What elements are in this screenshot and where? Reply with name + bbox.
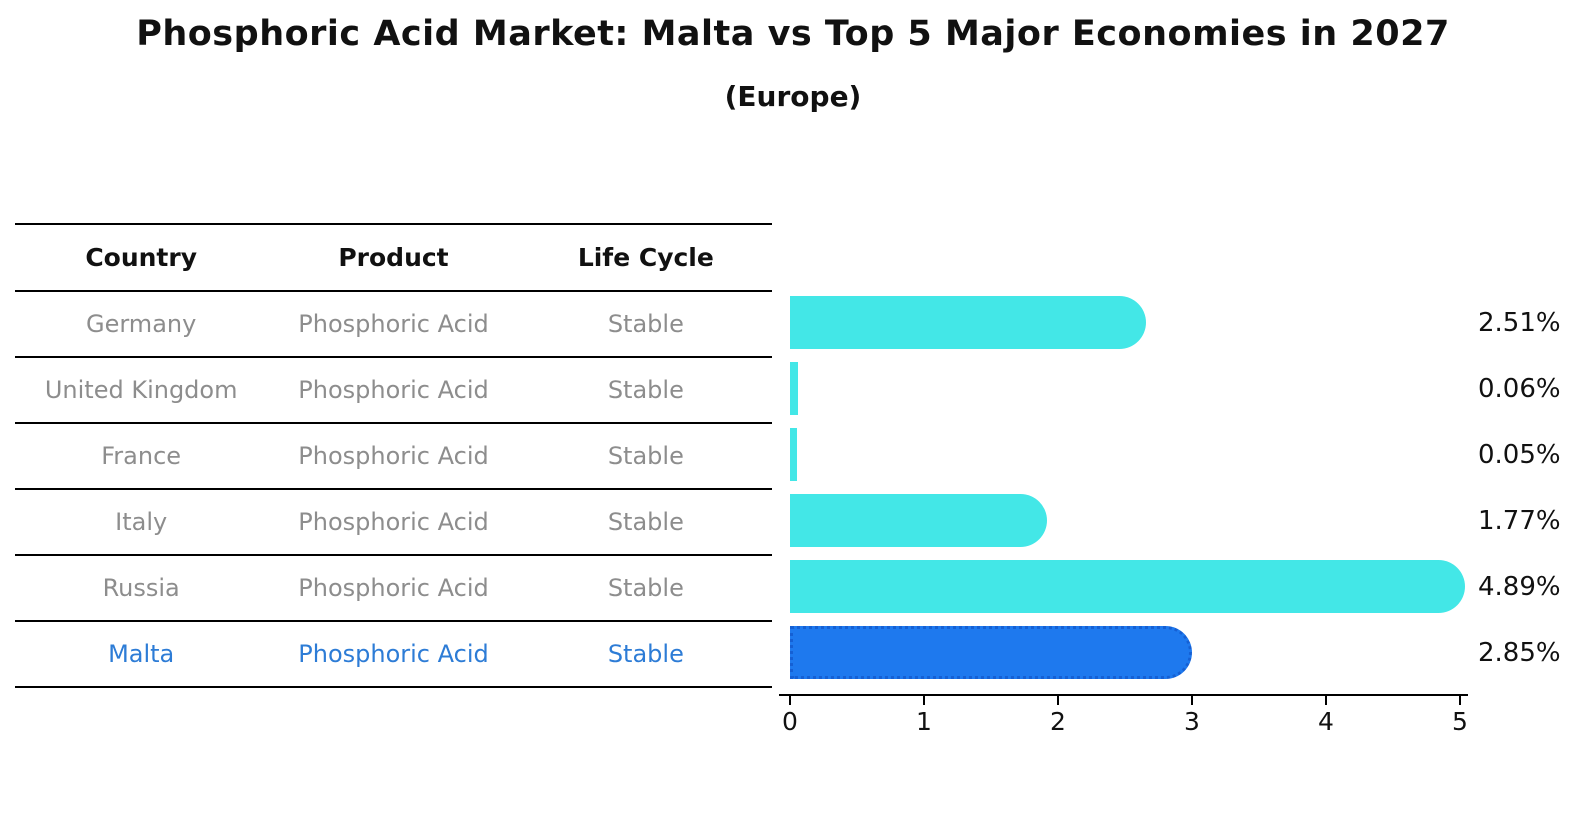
bar-france	[790, 428, 797, 481]
table-row-malta: Malta Phosphoric Acid Stable	[15, 621, 772, 688]
cell-lifecycle: Stable	[519, 291, 772, 358]
cell-country: United Kingdom	[15, 357, 268, 424]
cell-lifecycle: Stable	[519, 555, 772, 622]
bar-united-kingdom	[790, 362, 798, 415]
value-label-germany: 2.51%	[1478, 308, 1561, 338]
value-label-russia: 4.89%	[1478, 572, 1561, 602]
chart-title: Phosphoric Acid Market: Malta vs Top 5 M…	[136, 14, 1450, 54]
cell-lifecycle: Stable	[519, 357, 772, 424]
x-axis-line	[779, 694, 1468, 696]
value-label-united-kingdom: 0.06%	[1478, 374, 1561, 404]
country-table-body: Germany Phosphoric Acid Stable United Kingd…	[15, 291, 772, 688]
table-row-united-kingdom: United Kingdom Phosphoric Acid Stable	[15, 357, 772, 424]
x-tick-0	[789, 696, 791, 705]
x-tick-label-0: 0	[782, 707, 798, 736]
x-tick-3	[1191, 696, 1193, 705]
cell-lifecycle: Stable	[519, 489, 772, 556]
x-tick-label-3: 3	[1184, 707, 1200, 736]
x-tick-2	[1057, 696, 1059, 705]
country-table-header: Country Product Life Cycle	[15, 224, 772, 292]
column-header-lifecycle: Life Cycle	[519, 224, 772, 292]
cell-country: France	[15, 423, 268, 490]
value-label-france: 0.05%	[1478, 440, 1561, 470]
chart-subtitle: (Europe)	[724, 80, 862, 113]
bar-russia	[790, 560, 1465, 613]
x-tick-label-1: 1	[916, 707, 932, 736]
cell-product: Phosphoric Acid	[267, 291, 520, 358]
cell-product: Phosphoric Acid	[267, 621, 520, 688]
cell-product: Phosphoric Acid	[267, 423, 520, 490]
cell-country: Germany	[15, 291, 268, 358]
bar-malta	[790, 626, 1192, 679]
country-table: Country Product Life Cycle Germany Phosph…	[15, 223, 772, 688]
table-header-row: Country Product Life Cycle	[15, 224, 772, 292]
x-tick-1	[923, 696, 925, 705]
x-tick-5	[1459, 696, 1461, 705]
x-tick-label-4: 4	[1318, 707, 1334, 736]
table-row-germany: Germany Phosphoric Acid Stable	[15, 291, 772, 358]
cell-country: Malta	[15, 621, 268, 688]
bar-italy	[790, 494, 1047, 547]
column-header-country: Country	[15, 224, 268, 292]
x-tick-4	[1325, 696, 1327, 705]
cell-product: Phosphoric Acid	[267, 555, 520, 622]
cell-country: Italy	[15, 489, 268, 556]
table-row-france: France Phosphoric Acid Stable	[15, 423, 772, 490]
cell-product: Phosphoric Acid	[267, 357, 520, 424]
column-header-product: Product	[267, 224, 520, 292]
cell-product: Phosphoric Acid	[267, 489, 520, 556]
cell-lifecycle: Stable	[519, 423, 772, 490]
x-tick-label-2: 2	[1050, 707, 1066, 736]
value-label-italy: 1.77%	[1478, 506, 1561, 536]
cell-country: Russia	[15, 555, 268, 622]
bar-germany	[790, 296, 1146, 349]
table-row-italy: Italy Phosphoric Acid Stable	[15, 489, 772, 556]
table-row-russia: Russia Phosphoric Acid Stable	[15, 555, 772, 622]
cell-lifecycle: Stable	[519, 621, 772, 688]
value-label-malta: 2.85%	[1478, 638, 1561, 668]
x-tick-label-5: 5	[1452, 707, 1468, 736]
